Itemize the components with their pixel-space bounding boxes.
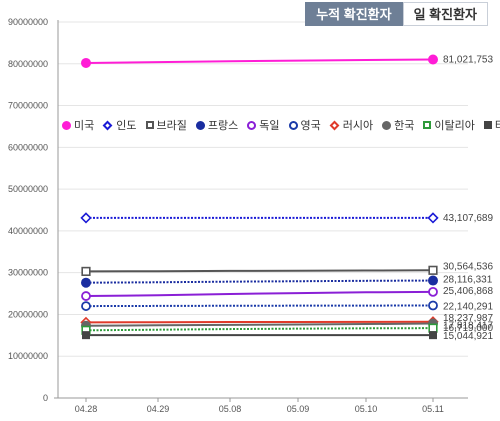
legend-marker-icon <box>102 120 113 130</box>
series-line <box>85 290 434 298</box>
x-tick-label: 05.11 <box>422 404 444 414</box>
series-end-marker <box>428 300 438 311</box>
legend-item[interactable]: 프랑스 <box>195 117 239 133</box>
legend-item[interactable]: 미국 <box>62 117 94 133</box>
legend-label: 미국 <box>74 120 95 132</box>
legend-marker-icon <box>145 121 154 129</box>
series-end-marker <box>428 265 438 275</box>
data-label: 28,116,331 <box>443 275 493 286</box>
series-line <box>85 304 434 308</box>
series-end-marker <box>428 54 438 65</box>
data-label: 30,564,536 <box>443 261 493 272</box>
legend-item[interactable]: 브라질 <box>145 117 187 133</box>
legend-marker-icon <box>329 120 340 130</box>
series-line <box>85 269 434 273</box>
series-end-marker <box>427 212 439 224</box>
legend-label: 인도 <box>116 120 137 132</box>
series-line <box>85 279 434 284</box>
y-tick-label: 90000000 <box>8 17 48 27</box>
chart-legend: 미국 인도 브라질 프랑스 독일 영국 러시아 한국 이탈리아 터키 <box>62 117 500 133</box>
series-start-marker <box>81 57 91 68</box>
series-start-marker <box>81 277 91 288</box>
y-tick-label: 30000000 <box>8 268 48 278</box>
legend-marker-icon <box>247 120 257 130</box>
legend-item[interactable]: 이탈리아 <box>423 117 475 133</box>
legend-item[interactable]: 인도 <box>102 117 137 133</box>
legend-item[interactable]: 한국 <box>382 117 414 133</box>
legend-label: 한국 <box>394 120 415 132</box>
series-start-marker <box>81 266 91 277</box>
legend-label: 이탈리아 <box>434 120 475 132</box>
legend-label: 프랑스 <box>207 120 239 132</box>
data-label: 43,107,689 <box>443 213 493 224</box>
y-tick-label: 50000000 <box>8 184 48 194</box>
legend-marker-icon <box>195 120 205 130</box>
data-label: 25,406,868 <box>443 286 493 297</box>
legend-label: 터키 <box>494 120 500 132</box>
y-tick-label: 20000000 <box>8 309 48 319</box>
series-end-marker <box>428 275 438 286</box>
series-end-marker <box>428 286 438 297</box>
data-label: 16,719,000 <box>443 323 493 334</box>
series-line <box>85 322 434 327</box>
data-label: 81,021,753 <box>443 55 493 66</box>
legend-item[interactable]: 러시아 <box>329 117 374 133</box>
series-start-marker <box>80 212 92 224</box>
x-tick-label: 05.09 <box>287 404 310 414</box>
legend-label: 독일 <box>259 120 280 132</box>
y-tick-label: 10000000 <box>8 351 48 361</box>
legend-marker-icon <box>288 120 298 130</box>
x-tick-label: 05.08 <box>219 404 242 414</box>
data-label: 15,044,921 <box>443 331 493 342</box>
legend-marker-icon <box>382 120 392 130</box>
legend-marker-icon <box>62 120 71 130</box>
series-end-marker <box>428 323 438 333</box>
y-tick-label: 0 <box>43 393 48 403</box>
tab-cumulative-cases[interactable]: 누적 확진환자 <box>305 2 403 26</box>
series-start-marker <box>82 331 90 340</box>
y-tick-label: 60000000 <box>8 142 48 152</box>
tab-daily-cases[interactable]: 일 확진환자 <box>402 2 488 26</box>
legend-label: 러시아 <box>342 120 374 132</box>
legend-label: 영국 <box>300 120 321 132</box>
x-tick-label: 04.29 <box>147 404 170 414</box>
data-label: 17,818,417 <box>443 321 493 332</box>
chart-tab-group: 누적 확진환자 일 확진환자 <box>305 2 488 26</box>
series-line <box>85 320 434 324</box>
series-line <box>85 58 434 64</box>
series-start-marker <box>81 301 91 311</box>
data-label: 18,237,987 <box>443 313 493 324</box>
legend-item[interactable]: 독일 <box>247 117 280 133</box>
legend-label: 브라질 <box>156 120 187 132</box>
legend-marker-icon <box>483 121 492 129</box>
series-start-marker <box>81 291 91 301</box>
legend-item[interactable]: 영국 <box>288 117 321 133</box>
legend-marker-icon <box>423 121 432 129</box>
y-tick-label: 40000000 <box>8 226 48 236</box>
y-tick-label: 70000000 <box>8 101 48 111</box>
x-tick-label: 04.28 <box>75 404 98 414</box>
y-tick-label: 80000000 <box>8 59 48 69</box>
series-line <box>85 327 434 332</box>
data-label: 22,140,291 <box>443 302 493 313</box>
legend-item[interactable]: 터키 <box>483 117 500 133</box>
series-end-marker <box>429 331 437 340</box>
x-tick-label: 05.10 <box>355 404 378 414</box>
